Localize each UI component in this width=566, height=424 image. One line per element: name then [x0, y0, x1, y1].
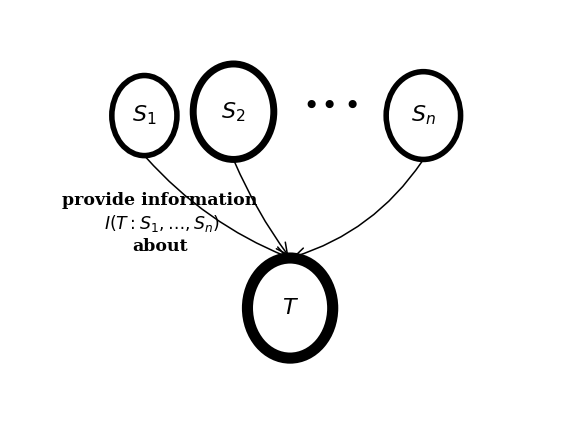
FancyArrowPatch shape — [294, 162, 422, 259]
Ellipse shape — [386, 72, 461, 159]
FancyArrowPatch shape — [234, 162, 288, 254]
Text: $I(T : S_1, \ldots, S_n)$: $I(T : S_1, \ldots, S_n)$ — [104, 213, 220, 234]
FancyArrowPatch shape — [146, 158, 286, 257]
Ellipse shape — [247, 258, 333, 358]
Text: provide information: provide information — [62, 192, 258, 209]
Text: $T$: $T$ — [281, 297, 299, 319]
Ellipse shape — [193, 64, 274, 159]
Text: $S_1$: $S_1$ — [132, 104, 157, 127]
Text: about: about — [132, 238, 188, 255]
Text: $S_2$: $S_2$ — [221, 100, 246, 123]
Text: $\bullet\!\bullet\!\bullet$: $\bullet\!\bullet\!\bullet$ — [302, 90, 359, 117]
Ellipse shape — [112, 75, 177, 156]
Text: $S_n$: $S_n$ — [411, 104, 436, 127]
